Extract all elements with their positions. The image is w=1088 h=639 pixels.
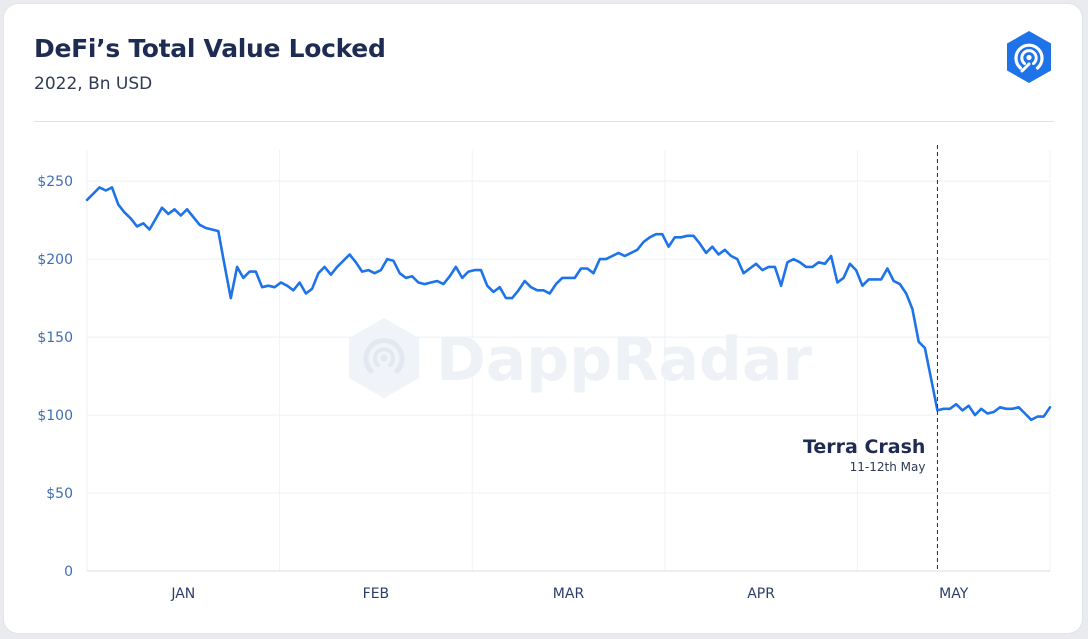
dappradar-logo-icon: [1007, 31, 1051, 83]
chart-title: DeFi’s Total Value Locked: [34, 34, 386, 63]
watermark: DappRadar: [349, 318, 812, 398]
y-tick-label: $200: [37, 252, 73, 268]
annotation-subtitle: 11-12th May: [850, 460, 926, 474]
x-tick-label: MAR: [553, 586, 585, 602]
chart-card: [4, 4, 1082, 633]
x-tick-label: MAY: [939, 586, 969, 602]
y-tick-label: $50: [46, 486, 73, 502]
y-tick-label: $100: [37, 408, 73, 424]
tvl-series-line: [85, 186, 1052, 422]
chart-subtitle: 2022, Bn USD: [34, 74, 153, 94]
x-tick-label: APR: [747, 586, 775, 602]
watermark-text: DappRadar: [436, 325, 812, 395]
gridlines: [86, 150, 1051, 571]
annotation-title: Terra Crash: [803, 436, 925, 458]
x-tick-label: FEB: [363, 586, 390, 602]
x-axis: JAN FEB MAR APR MAY: [170, 586, 968, 602]
y-axis: 0 $50 $100 $150 $200 $250: [37, 174, 73, 580]
header-divider: [34, 121, 1054, 122]
x-tick-label: JAN: [170, 586, 195, 602]
y-tick-label: 0: [64, 564, 73, 580]
y-tick-label: $150: [37, 330, 73, 346]
y-tick-label: $250: [37, 174, 73, 190]
